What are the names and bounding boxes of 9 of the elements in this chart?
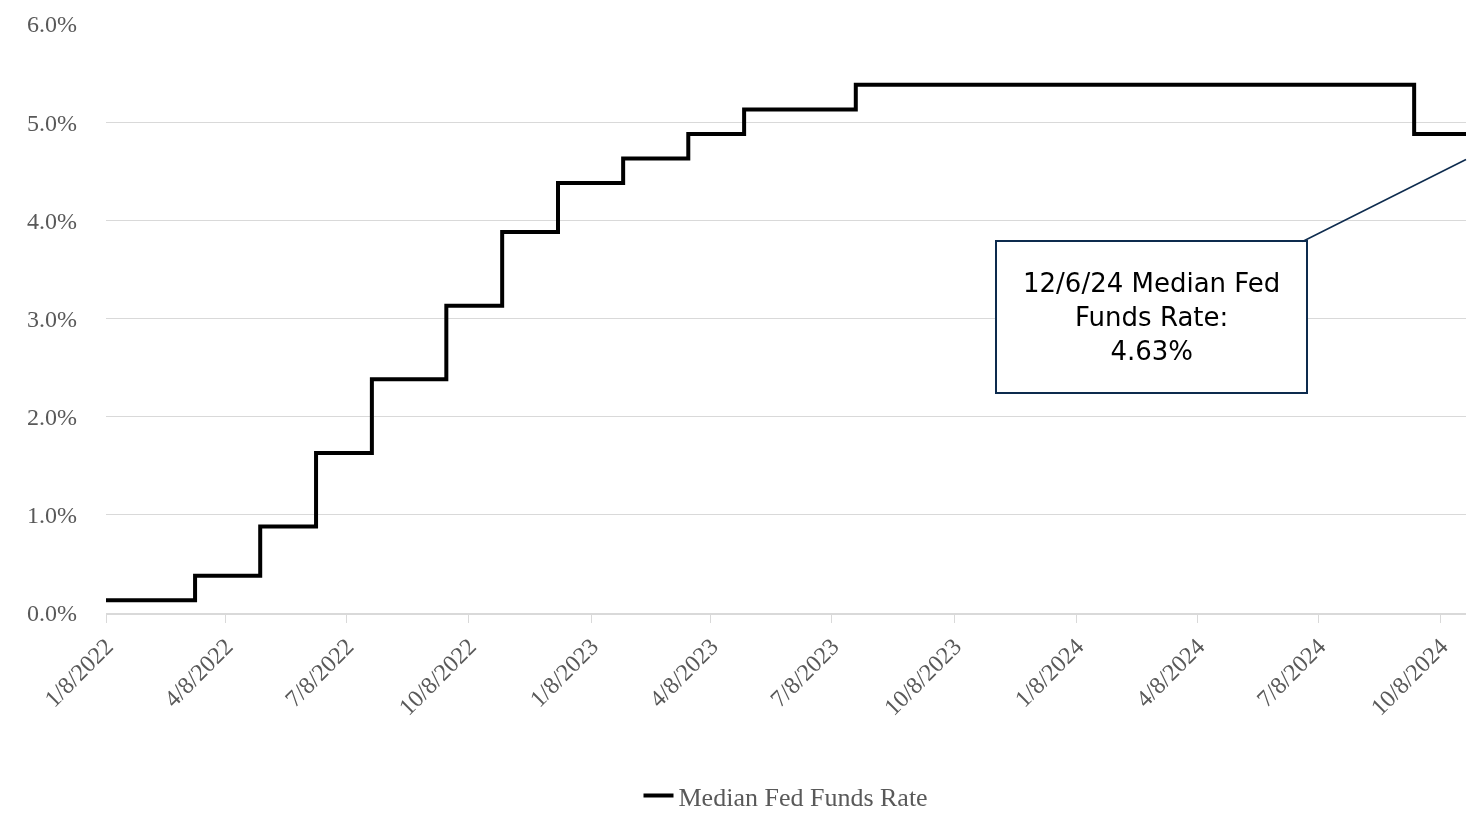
y-tick-label: 1.0%: [27, 502, 77, 529]
legend-label: Median Fed Funds Rate: [678, 782, 928, 812]
y-tick-label: 2.0%: [27, 404, 77, 431]
y-tick-label: 0.0%: [27, 600, 77, 627]
y-tick-label: 4.0%: [27, 207, 77, 234]
y-tick-label: 3.0%: [27, 305, 77, 332]
y-tick-label: 5.0%: [27, 109, 77, 136]
annotation: 12/6/24 Median Fed Funds Rate: 4.63%: [1023, 268, 1281, 366]
y-tick-label: 6.0%: [27, 11, 77, 38]
